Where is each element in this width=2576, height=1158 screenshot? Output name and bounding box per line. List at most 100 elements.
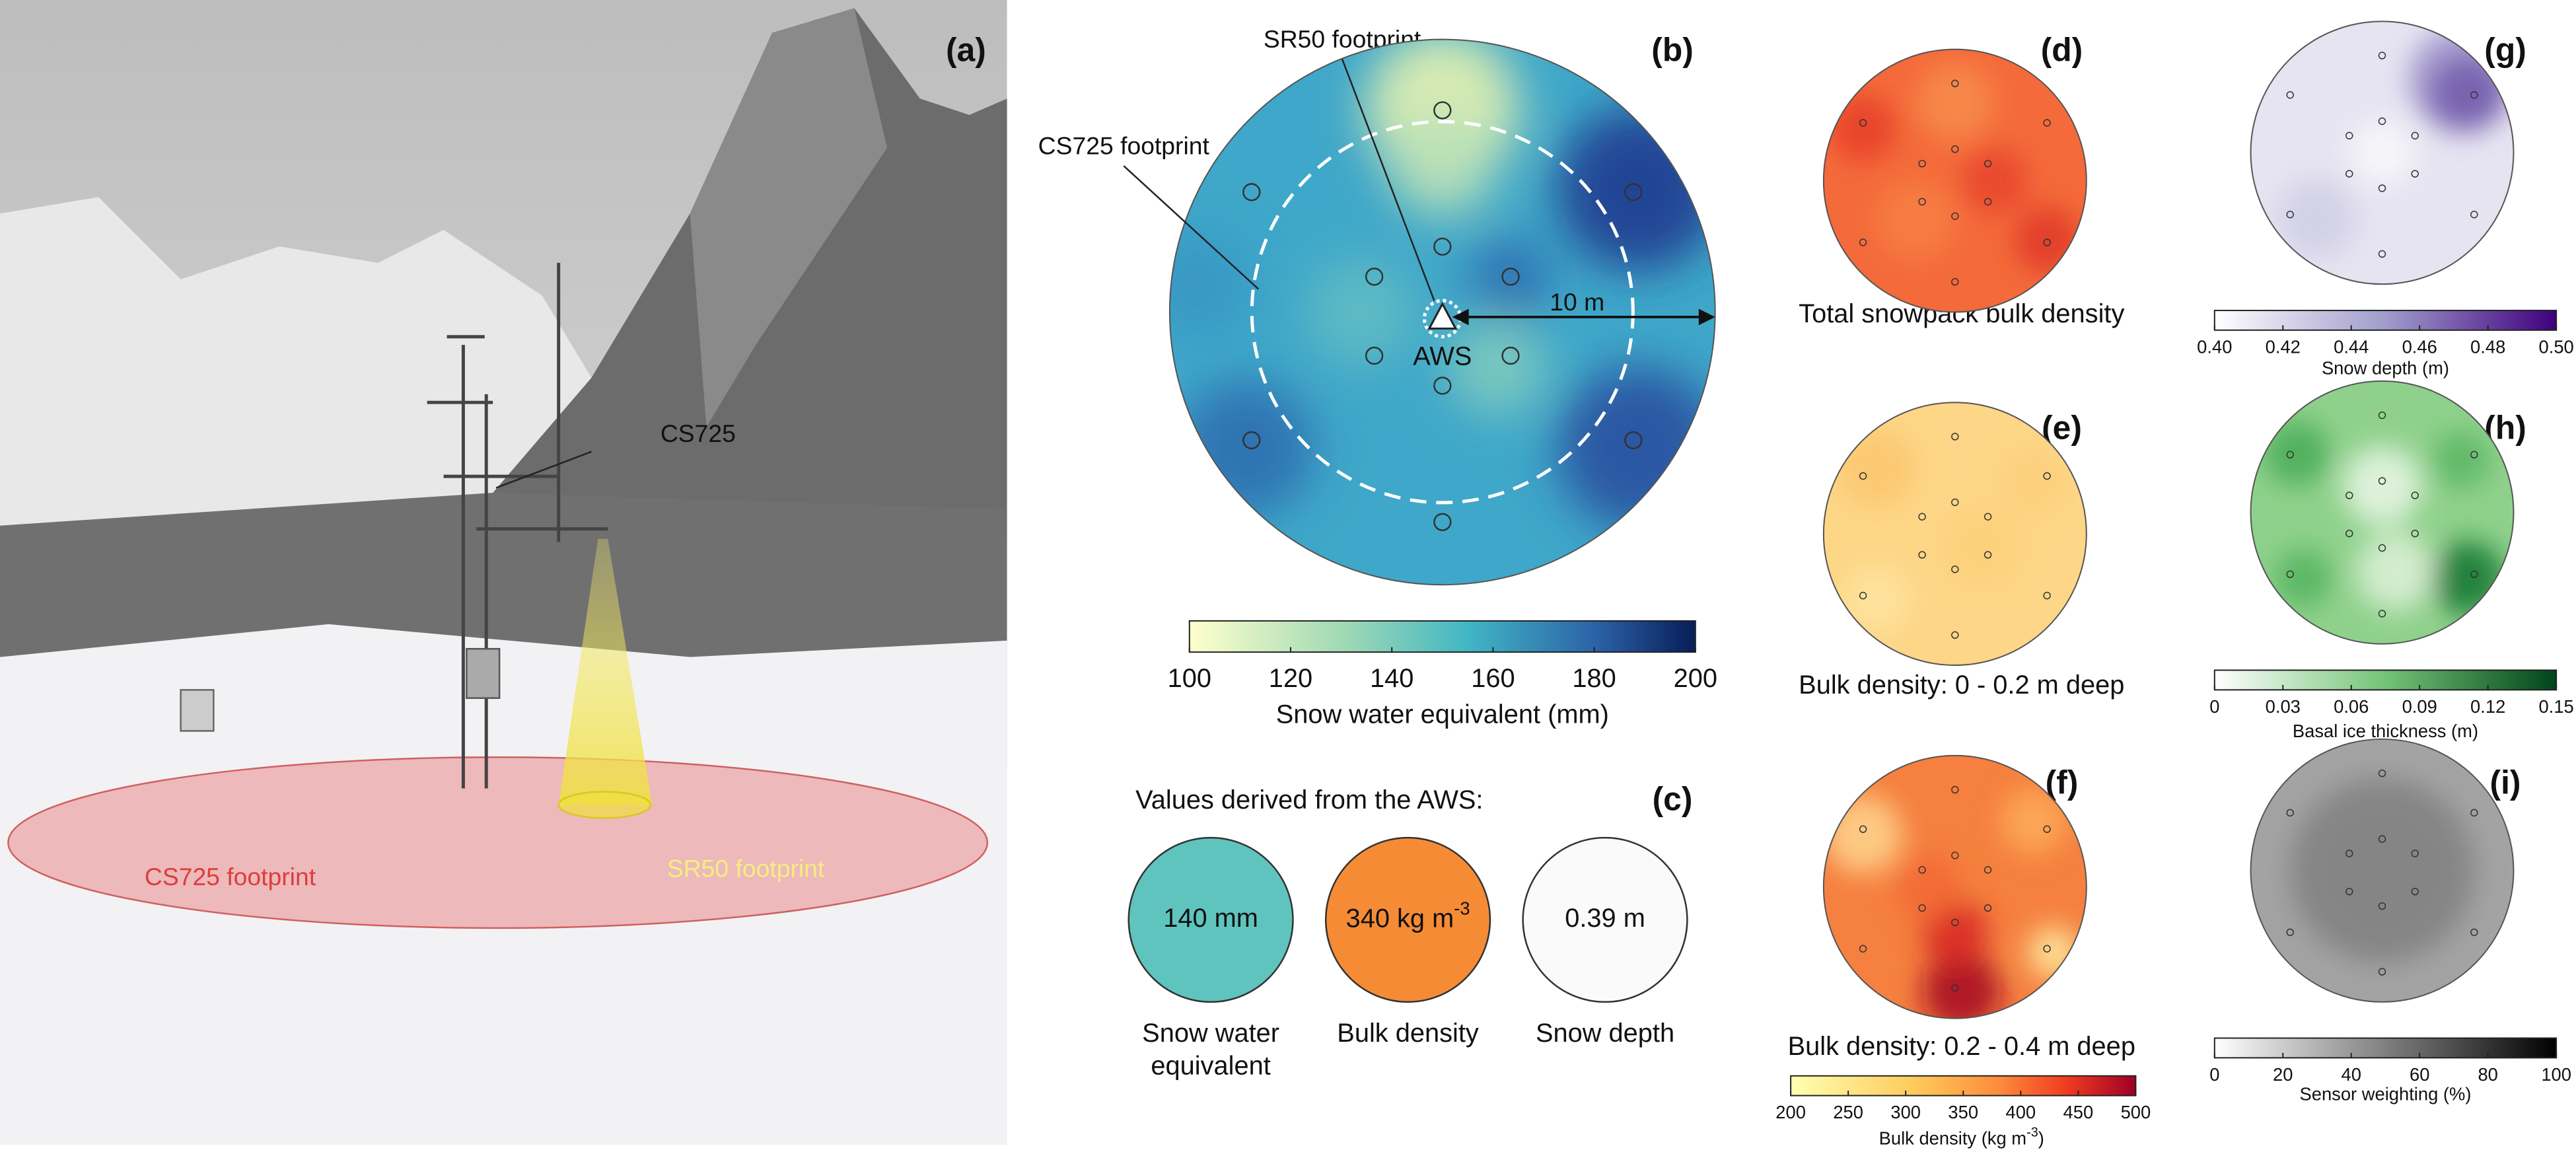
heat-blob: [2264, 420, 2330, 487]
sample-point: [2378, 411, 2386, 419]
sample-point: [1984, 198, 1992, 206]
sample-point: [1918, 159, 1926, 168]
sample-point: [2378, 968, 2386, 976]
panel-label: (i): [2490, 764, 2521, 801]
annotation: AWS: [1413, 342, 1472, 371]
sample-point: [1951, 785, 1959, 794]
leader: [1123, 165, 1260, 290]
colorbar-tick-label: 0.44: [2334, 336, 2369, 357]
heat-blob: [1448, 317, 1546, 416]
sample-point: [1951, 145, 1959, 153]
heat-blob: [1830, 95, 1896, 161]
sample-point: [1918, 198, 1926, 206]
arrowhead: [1698, 308, 1715, 326]
label: Bulk density (kg m: [1879, 1128, 2026, 1149]
sample-point: [1951, 918, 1959, 927]
sample-point: [2411, 529, 2419, 538]
heat-blob: [2027, 926, 2080, 979]
sample-point: [1859, 825, 1867, 833]
sample-point: [2470, 451, 2478, 458]
arrowhead: [1452, 308, 1469, 326]
colorbar-tick-label: 0.15: [2539, 696, 2574, 717]
sample-point: [1951, 79, 1959, 88]
superscript: -3: [1454, 898, 1470, 919]
heat-blob: [1388, 107, 1497, 217]
annotation: SR50 footprint: [667, 855, 825, 883]
sample-point: [2286, 451, 2294, 458]
caption: Bulk density: 0.2 - 0.4 m deep: [1788, 1032, 2135, 1061]
sample-point: [2378, 769, 2386, 778]
density-circle: [1324, 836, 1491, 1003]
value: 0.39 m: [1565, 904, 1645, 933]
colorbar-tick-label: 0.50: [2539, 336, 2574, 357]
swe-circle: [1127, 836, 1294, 1003]
value: 340 kg m-3: [1346, 898, 1470, 933]
sample-point: [2345, 491, 2353, 499]
sample-point: [2378, 902, 2386, 910]
heat-blob: [1178, 380, 1314, 517]
heat-blob: [2349, 120, 2415, 186]
heat-blob: [2014, 207, 2080, 273]
sample-point: [1859, 472, 1867, 480]
sample-point: [1918, 551, 1926, 559]
sample-point: [1365, 268, 1384, 286]
label: ): [2038, 1128, 2044, 1149]
panel-label: (e): [2042, 410, 2082, 447]
colorbar-tick-label: 500: [2121, 1102, 2151, 1122]
sample-point: [1859, 119, 1867, 127]
colorbar-tick-label: 80: [2478, 1064, 2497, 1085]
panel-label: (a): [946, 32, 986, 69]
sample-point: [2043, 591, 2051, 600]
sample-point: [2378, 544, 2386, 552]
heat-blob: [2001, 448, 2067, 515]
annotation: CS725 footprint: [145, 863, 316, 890]
colorbar-tick-label: 160: [1471, 664, 1515, 693]
sample-point: [1242, 183, 1261, 201]
sample-point: [2411, 170, 2419, 178]
item-name: Bulk density: [1337, 1019, 1479, 1048]
sample-point: [2470, 809, 2478, 817]
heat-outline: [1822, 48, 2087, 313]
superscript: -3: [2026, 1126, 2038, 1140]
panel-label: (g): [2484, 32, 2526, 69]
sample-point: [2286, 91, 2294, 99]
sample-point: [2043, 825, 2051, 833]
sample-point: [1242, 431, 1261, 450]
colorbar-label: Bulk density (kg m-3): [1879, 1126, 2044, 1149]
sample-point: [1918, 513, 1926, 521]
heat-blobs: [1830, 62, 2080, 273]
sample-point: [1951, 984, 1959, 992]
sample-point: [1984, 866, 1992, 874]
sample-point: [2345, 850, 2353, 857]
sample-point: [1951, 565, 1959, 573]
sample-point: [2470, 91, 2478, 99]
sample-point: [2345, 131, 2353, 140]
sample-point: [1951, 212, 1959, 220]
colorbar-tick-label: 140: [1370, 664, 1413, 693]
sample-point: [1501, 346, 1520, 365]
sample-point: [1918, 904, 1926, 912]
sample-point: [2378, 52, 2386, 59]
panel-label: (f): [2046, 764, 2079, 801]
leader: [495, 451, 592, 489]
sample-point: [1624, 183, 1643, 201]
colorbar-tick-label: 0.09: [2402, 696, 2437, 717]
value: 140 mm: [1163, 904, 1258, 933]
heat-blob: [1557, 366, 1715, 530]
sample-point: [1433, 377, 1452, 395]
heat-outline: [2250, 20, 2515, 285]
sample-point: [1365, 346, 1384, 365]
panel-title: Values derived from the AWS:: [1135, 785, 1483, 814]
heat-blob: [1876, 180, 1955, 260]
leader: [1341, 59, 1435, 301]
colorbar-tick-label: 0.40: [2197, 336, 2232, 357]
sample-point: [2043, 945, 2051, 953]
colorbar-tick-label: 60: [2410, 1064, 2429, 1085]
annotation: 10 m: [1550, 288, 1604, 316]
instrument: [180, 689, 215, 732]
heat-blob: [1961, 147, 2028, 214]
annotation: CS725 footprint: [1038, 132, 1210, 160]
sample-point: [2345, 887, 2353, 896]
